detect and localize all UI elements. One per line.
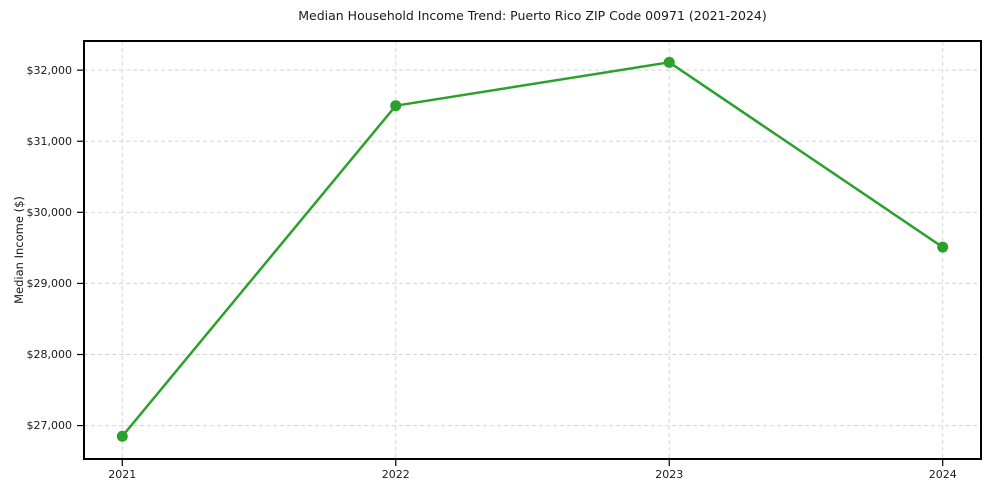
y-tick-label: $28,000: [26, 348, 73, 361]
trend-line: [121, 61, 944, 438]
data-point-2022: [390, 100, 402, 112]
y-tick-label: $32,000: [26, 63, 73, 77]
data-point-2023: [663, 56, 675, 68]
data-point-2021: [116, 430, 128, 442]
x-tick-label: 2022: [381, 468, 410, 481]
y-tick-label: $31,000: [26, 134, 73, 148]
y-tick-label: $30,000: [26, 205, 73, 219]
axes-frame: [83, 40, 982, 460]
x-tick-label: 2024: [928, 468, 957, 481]
x-tick-label: 2023: [655, 468, 684, 481]
x-tick-label: 2021: [108, 468, 137, 481]
data-point-2024: [937, 241, 949, 253]
chart-title: Median Household Income Trend: Puerto Ri…: [298, 8, 767, 23]
y-tick-label: $29,000: [26, 276, 73, 290]
y-tick-label: $27,000: [26, 419, 73, 433]
